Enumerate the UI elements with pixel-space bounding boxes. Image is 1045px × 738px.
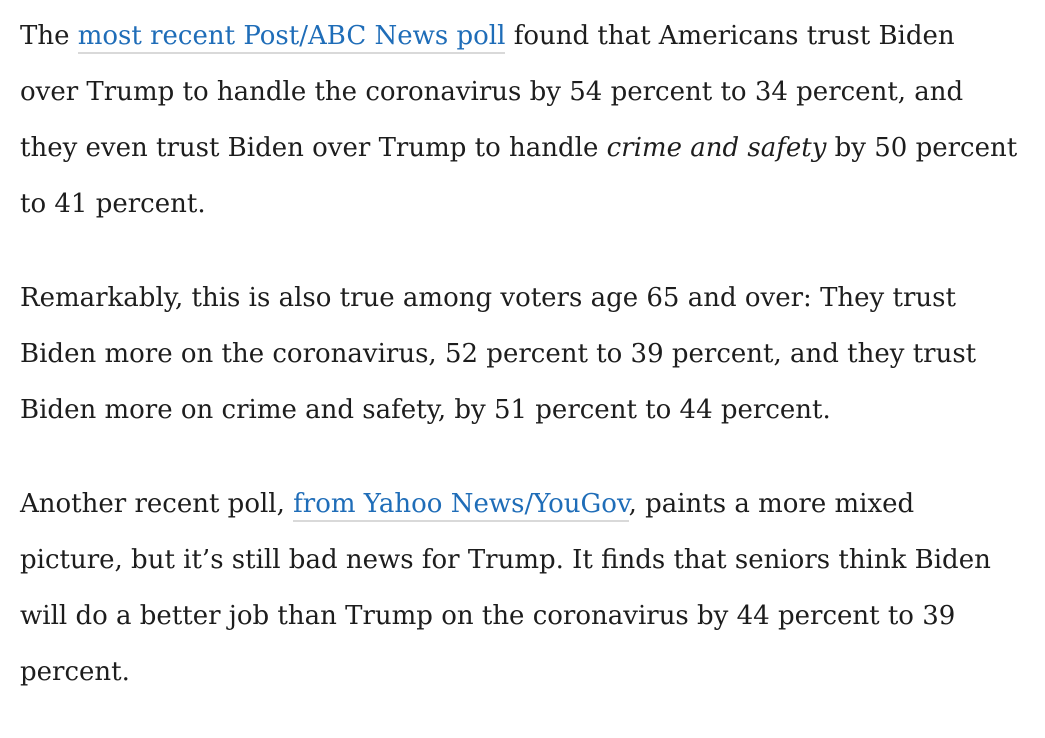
yahoo-news-yougov-poll-link[interactable]: from Yahoo News/YouGov (293, 489, 629, 522)
paragraph: Another recent poll, from Yahoo News/You… (20, 476, 1020, 700)
italic-text: crime and safety (606, 133, 827, 163)
article-body: The most recent Post/ABC News poll found… (20, 8, 1020, 700)
body-text: by 50 percent to 41 percent. (20, 133, 1018, 219)
paragraph: Remarkably, this is also true among vote… (20, 270, 1020, 438)
post-abc-news-poll-link[interactable]: most recent Post/ABC News poll (77, 21, 506, 54)
paragraph: The most recent Post/ABC News poll found… (20, 8, 1020, 232)
body-text: Remarkably, this is also true among vote… (20, 283, 977, 425)
body-text: found that Americans trust Biden over Tr… (20, 21, 964, 163)
body-text: Another recent poll, (20, 489, 294, 519)
body-text: , paints a more mixed picture, but it’s … (20, 489, 991, 687)
body-text: The (20, 21, 78, 51)
